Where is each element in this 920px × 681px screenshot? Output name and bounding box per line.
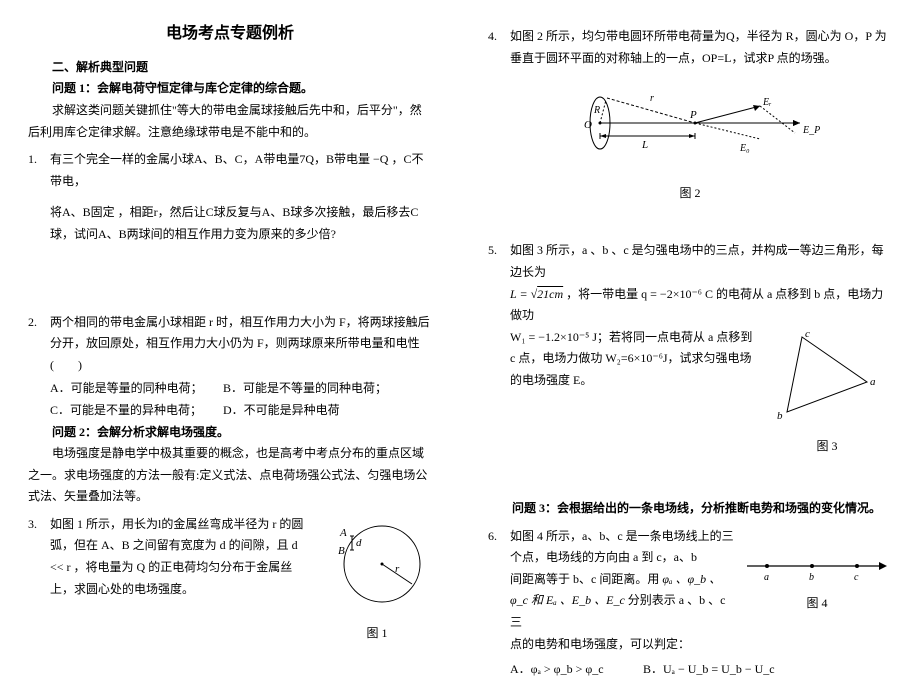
right-column: 4. 如图 2 所示，均匀带电圆环所带电荷量为Q，半径为 R，圆心为 O，P 为… <box>460 0 920 651</box>
svg-text:r: r <box>395 563 400 575</box>
svg-text:d: d <box>356 537 362 549</box>
fig1-svg: r A B d <box>322 514 432 614</box>
svg-text:a: a <box>764 572 769 583</box>
item-1: 1. 有三个完全一样的金属小球A、B、C，A带电量7Q，B带电量 −Q ，C不带… <box>28 149 432 245</box>
left-column: 电场考点专题例析 二、解析典型问题 问题 1：会解电荷守恒定律与库仑定律的综合题… <box>0 0 460 651</box>
svg-text:a: a <box>870 376 876 388</box>
fig4-svg: a b c <box>742 554 892 584</box>
svg-text:P: P <box>689 109 697 121</box>
figure-4: a b c 图 4 <box>742 554 892 615</box>
item-5-num: 5. <box>488 240 510 458</box>
item-2-body: 两个相同的带电金属小球相距 r 时，相互作用力大小为 F，将两球接触后分开，放回… <box>50 312 432 377</box>
fig2-caption: 图 2 <box>488 183 892 205</box>
item-2-options: A．可能是等量的同种电荷； B．可能是不等量的同种电荷； C．可能是不量的异种电… <box>28 378 432 421</box>
opt-6B: B．Uₐ − U_b = U_b − U_c <box>643 662 775 676</box>
fig3-svg: c a b <box>767 327 887 427</box>
svg-text:A: A <box>339 527 347 539</box>
svg-text:c: c <box>805 328 810 340</box>
opt-C: C．可能是不量的异种电荷； <box>50 400 220 422</box>
fig1-caption: 图 1 <box>322 623 432 645</box>
svg-text:O: O <box>584 119 592 131</box>
svg-text:E₀: E₀ <box>739 143 750 154</box>
item-3-num: 3. <box>28 514 50 645</box>
section-header: 二、解析典型问题 <box>28 57 432 79</box>
item-6-body: a b c 图 4 如图 4 所示，a、b、c 是一条电场线上的三个点，电场线的… <box>510 526 892 681</box>
q2-intro: 电场强度是静电学中极其重要的概念，也是高考中考点分布的重点区域之一。求电场强度的… <box>28 443 432 508</box>
svg-text:B: B <box>338 545 345 557</box>
opt-D: D．不可能是异种电荷 <box>223 400 393 422</box>
item-4: 4. 如图 2 所示，均匀带电圆环所带电荷量为Q，半径为 R，圆心为 O，P 为… <box>488 26 892 69</box>
item-4-num: 4. <box>488 26 510 69</box>
page-title: 电场考点专题例析 <box>28 20 432 49</box>
item-3-body: r A B d 图 1 如图 1 所示，用长为l的金属丝弯成半径为 r 的圆弧，… <box>50 514 432 645</box>
item-3: 3. r A B d 图 1 <box>28 514 432 645</box>
svg-text:R: R <box>593 105 600 116</box>
item-4-body: 如图 2 所示，均匀带电圆环所带电荷量为Q，半径为 R，圆心为 O，P 为垂直于… <box>510 26 892 69</box>
svg-text:c: c <box>854 572 859 583</box>
opt-B: B．可能是不等量的同种电荷； <box>223 378 393 400</box>
figure-2: R O P L r Eᵣ <box>488 73 892 204</box>
q3-label: 问题 3：会根据给出的一条电场线，分析推断电势和场强的变化情况。 <box>488 498 892 520</box>
item-6: 6. a b c 图 4 如图 4 所示，a、b、c 是一条电场线上 <box>488 526 892 681</box>
svg-text:r: r <box>650 93 654 104</box>
item-2-num: 2. <box>28 312 50 377</box>
svg-text:L: L <box>641 139 648 151</box>
svg-text:Eᵣ: Eᵣ <box>762 97 772 108</box>
item-5: 5. 如图 3 所示，a 、b 、c 是匀强电场中的三点，并构成一等边三角形，每… <box>488 240 892 458</box>
item-1-body: 有三个完全一样的金属小球A、B、C，A带电量7Q，B带电量 −Q ，C不带电， … <box>50 149 432 245</box>
opt-A: A．可能是等量的同种电荷； <box>50 378 220 400</box>
svg-text:b: b <box>777 410 783 422</box>
fig3-caption: 图 3 <box>762 436 892 458</box>
svg-text:E_P: E_P <box>802 125 820 136</box>
svg-text:b: b <box>809 572 814 583</box>
fig4-caption: 图 4 <box>742 593 892 615</box>
q1-intro: 求解这类问题关键抓住"等大的带电金属球接触后先中和，后平分"，然后利用库仑定律求… <box>28 100 432 143</box>
fig2-svg: R O P L r Eᵣ <box>560 73 820 173</box>
item-1-num: 1. <box>28 149 50 245</box>
figure-3: c a b 图 3 <box>762 327 892 458</box>
q2-label: 问题 2：会解分析求解电场强度。 <box>28 422 432 444</box>
item-5-body: 如图 3 所示，a 、b 、c 是匀强电场中的三点，并构成一等边三角形，每边长为… <box>510 240 892 458</box>
q1-label: 问题 1：会解电荷守恒定律与库仑定律的综合题。 <box>28 78 432 100</box>
figure-1: r A B d 图 1 <box>322 514 432 645</box>
opt-6A: A．φₐ > φ_b > φ_c <box>510 659 640 681</box>
item-2: 2. 两个相同的带电金属小球相距 r 时，相互作用力大小为 F，将两球接触后分开… <box>28 312 432 377</box>
item-6-num: 6. <box>488 526 510 681</box>
